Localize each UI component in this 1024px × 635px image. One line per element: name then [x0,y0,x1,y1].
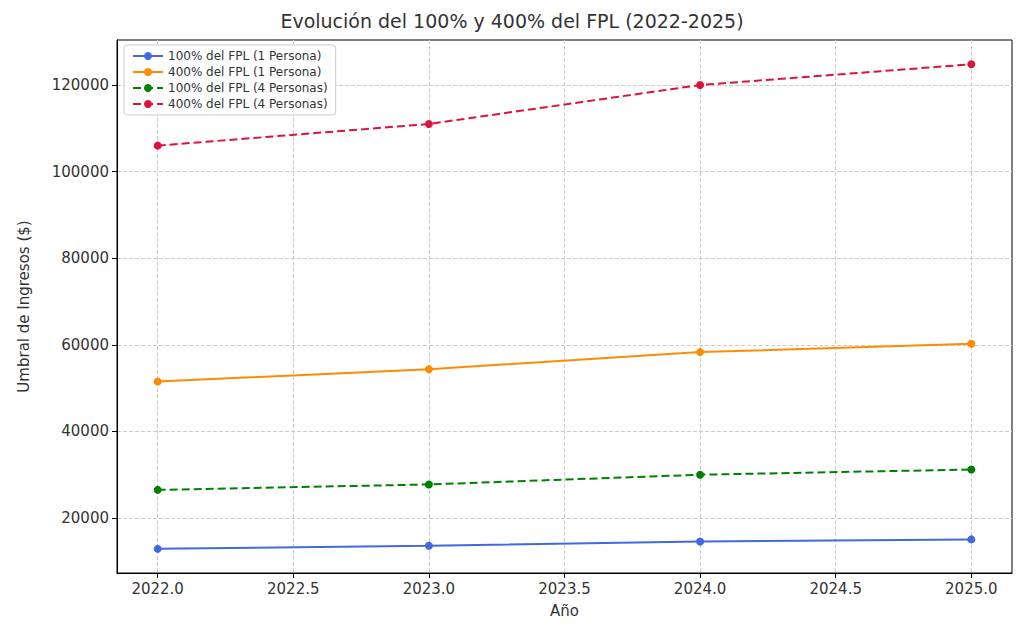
svg-text:Evolución del 100% y 400% del: Evolución del 100% y 400% del FPL (2022-… [280,10,743,32]
svg-text:2022.5: 2022.5 [267,580,320,598]
svg-text:60000: 60000 [61,336,109,354]
svg-text:80000: 80000 [61,249,109,267]
svg-text:100% del FPL (4 Personas): 100% del FPL (4 Personas) [168,81,328,95]
svg-text:400% del FPL (1 Persona): 400% del FPL (1 Persona) [168,65,321,79]
svg-text:Umbral de Ingresos ($): Umbral de Ingresos ($) [15,220,33,392]
svg-text:Año: Año [550,602,579,620]
svg-text:20000: 20000 [61,509,109,527]
svg-text:40000: 40000 [61,422,109,440]
svg-text:2023.0: 2023.0 [403,580,456,598]
svg-text:2023.5: 2023.5 [538,580,591,598]
svg-text:2024.5: 2024.5 [809,580,862,598]
svg-text:2022.0: 2022.0 [131,580,184,598]
svg-text:2025.0: 2025.0 [945,580,998,598]
svg-text:120000: 120000 [52,76,109,94]
svg-text:2024.0: 2024.0 [674,580,727,598]
svg-text:100% del FPL (1 Persona): 100% del FPL (1 Persona) [168,49,321,63]
svg-text:100000: 100000 [52,163,109,181]
svg-text:400% del FPL (4 Personas): 400% del FPL (4 Personas) [168,97,328,111]
